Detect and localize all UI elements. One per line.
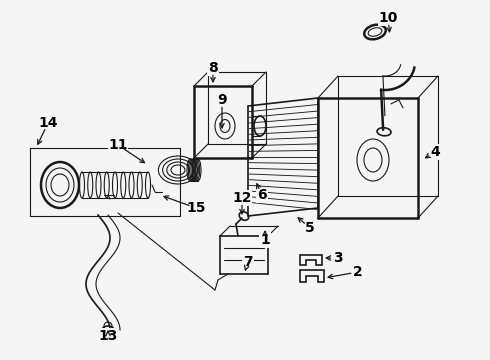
Text: 9: 9 [217,93,227,107]
Text: 14: 14 [38,116,58,130]
Text: 7: 7 [243,255,253,269]
Text: 6: 6 [257,188,267,202]
Text: 5: 5 [305,221,315,235]
Text: 1: 1 [260,233,270,247]
Text: 3: 3 [333,251,343,265]
Text: 15: 15 [186,201,206,215]
Text: 4: 4 [430,145,440,159]
Text: 2: 2 [353,265,363,279]
Text: 8: 8 [208,61,218,75]
Text: 12: 12 [232,191,252,205]
Text: 10: 10 [378,11,398,25]
Text: 13: 13 [98,329,118,343]
Text: 11: 11 [108,138,128,152]
